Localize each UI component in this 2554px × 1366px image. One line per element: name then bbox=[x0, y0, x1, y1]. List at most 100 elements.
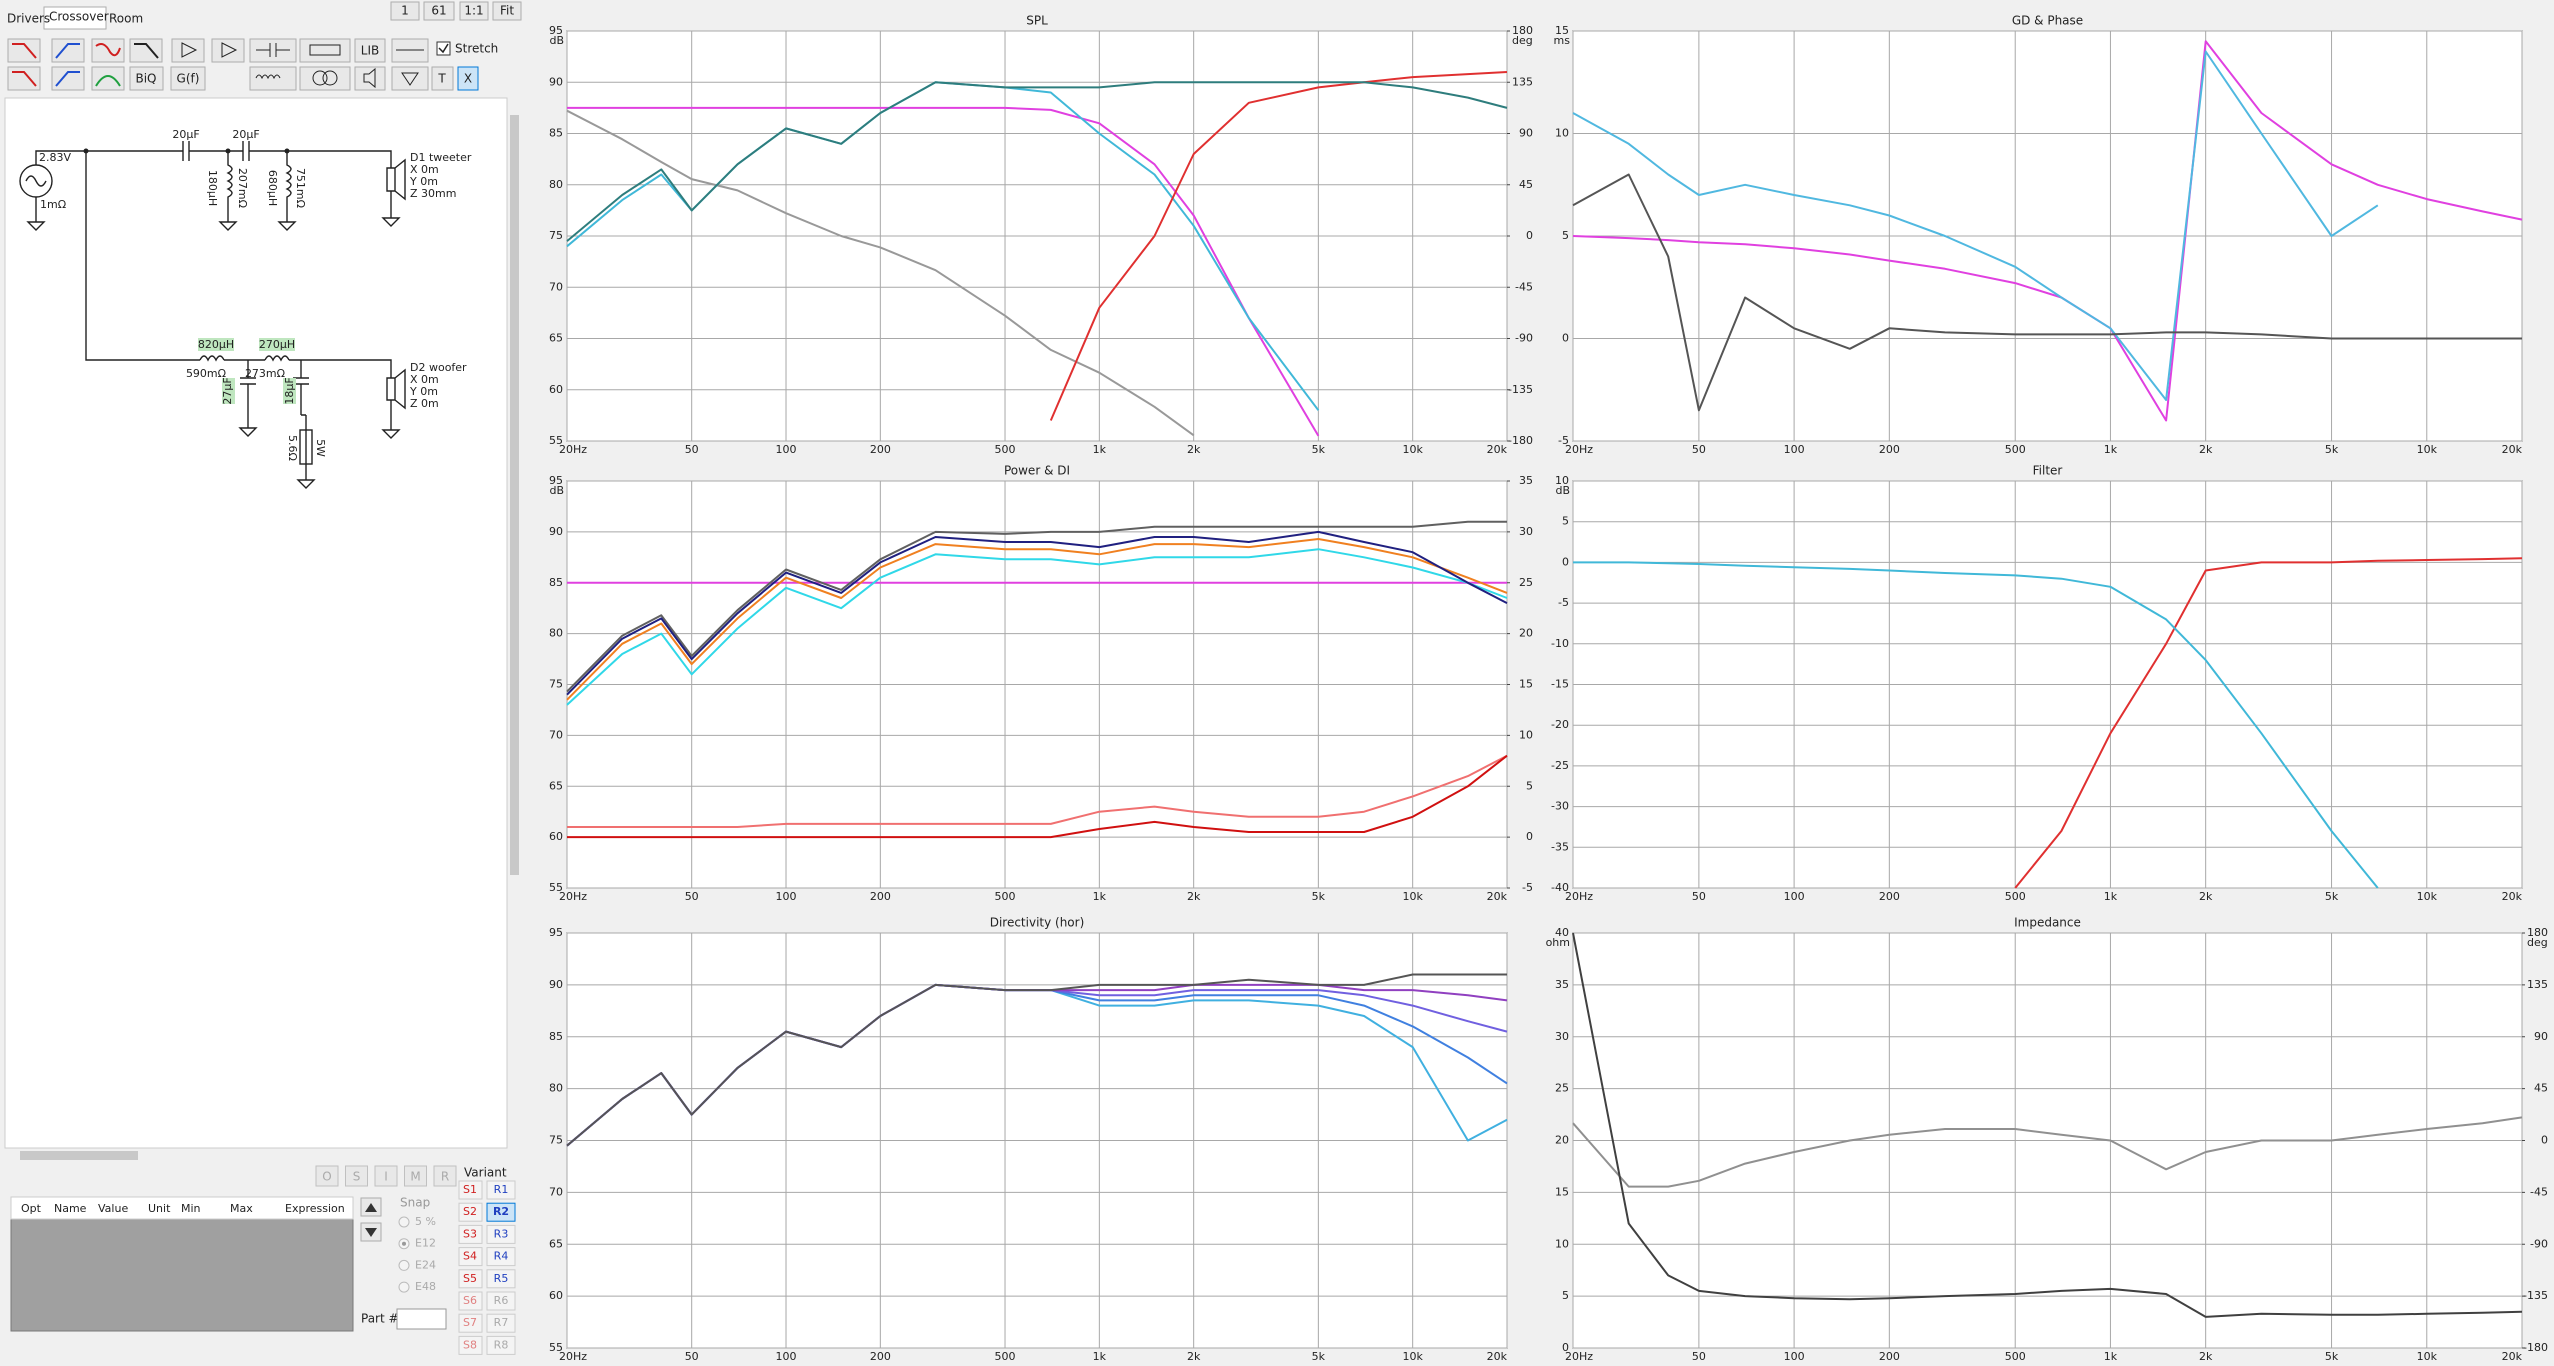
x-tick-label: 500 bbox=[2005, 890, 2026, 903]
tool[interactable] bbox=[299, 66, 351, 91]
radio-label: E12 bbox=[415, 1237, 436, 1250]
x-tick-label: 2k bbox=[1187, 1350, 1201, 1363]
button[interactable] bbox=[315, 1165, 339, 1187]
button-label: 1:1 bbox=[464, 4, 483, 18]
curve bbox=[2014, 557, 2523, 889]
curve bbox=[1049, 71, 1508, 421]
y2-tick-label: 90 bbox=[1519, 127, 1533, 140]
radio[interactable] bbox=[398, 1281, 410, 1293]
x-tick-label: 20k bbox=[2502, 1350, 2523, 1363]
tool[interactable] bbox=[354, 66, 386, 91]
button-label: 61 bbox=[431, 4, 446, 18]
x-tick-label: 10k bbox=[2417, 443, 2438, 456]
x-tick-label: 2k bbox=[1187, 443, 1201, 456]
y-tick-label: 90 bbox=[549, 525, 563, 538]
x-tick-label: 1k bbox=[2104, 890, 2118, 903]
x-tick-label: 50 bbox=[1692, 1350, 1706, 1363]
button-label: X bbox=[464, 72, 472, 86]
x-tick-label: 200 bbox=[870, 443, 891, 456]
input[interactable] bbox=[396, 1308, 447, 1330]
button[interactable] bbox=[486, 1313, 516, 1333]
radio[interactable] bbox=[398, 1259, 410, 1271]
button[interactable] bbox=[374, 1165, 398, 1187]
tab[interactable]: Room bbox=[109, 12, 143, 26]
y-tick-label: -25 bbox=[1551, 759, 1569, 772]
button[interactable] bbox=[458, 1180, 483, 1200]
label: Y 0m bbox=[409, 175, 438, 188]
button[interactable] bbox=[486, 1335, 516, 1355]
curve bbox=[566, 538, 1508, 701]
snap-options: 5 % E12 E24 E48 bbox=[398, 1215, 436, 1293]
tool[interactable] bbox=[171, 38, 205, 63]
button[interactable] bbox=[390, 1, 420, 21]
button[interactable] bbox=[345, 1165, 368, 1187]
button[interactable] bbox=[458, 1224, 483, 1244]
button[interactable] bbox=[433, 1165, 457, 1187]
y-tick-label: 30 bbox=[1555, 1030, 1569, 1043]
y2-tick-label: 135 bbox=[2527, 978, 2548, 991]
button[interactable] bbox=[486, 1247, 516, 1267]
y2-tick-label: -5 bbox=[1522, 881, 1533, 894]
y-tick-label: 55 bbox=[549, 434, 563, 447]
button[interactable] bbox=[458, 1335, 483, 1355]
tool[interactable] bbox=[249, 66, 297, 91]
tool[interactable] bbox=[431, 66, 454, 91]
table-header: Opt Name Value Unit Min Max Expression bbox=[21, 1202, 345, 1215]
x-tick-label: 500 bbox=[995, 443, 1016, 456]
y-tick-label: 0 bbox=[1562, 332, 1569, 345]
radio[interactable] bbox=[398, 1216, 410, 1228]
tool[interactable] bbox=[211, 38, 245, 63]
y-tick-label: 90 bbox=[549, 978, 563, 991]
y-tick-label: 80 bbox=[549, 1082, 563, 1095]
y-tick-label: 0 bbox=[1562, 1341, 1569, 1354]
tool[interactable] bbox=[391, 66, 429, 91]
x-tick-label: 500 bbox=[995, 890, 1016, 903]
tab[interactable]: Drivers bbox=[7, 12, 50, 26]
y-tick-label: 15 bbox=[1555, 1185, 1569, 1198]
button[interactable] bbox=[404, 1165, 427, 1187]
button[interactable] bbox=[458, 1247, 483, 1267]
button[interactable] bbox=[458, 1313, 483, 1333]
button[interactable] bbox=[458, 1269, 483, 1289]
y2-tick-label: -90 bbox=[2530, 1237, 2548, 1250]
variant-buttons: S1 R1 S2 R2 S3 R3 S4 R4 S5 R5 S6 R6 S7 R7 S8 R8 bbox=[458, 1180, 516, 1355]
x-tick-label: 50 bbox=[1692, 890, 1706, 903]
x-tick-label: 50 bbox=[685, 890, 699, 903]
tool[interactable] bbox=[354, 38, 386, 63]
y-unit: ohm bbox=[1546, 936, 1570, 949]
button-label: S6 bbox=[463, 1294, 477, 1307]
x-tick-label: 2k bbox=[1187, 890, 1201, 903]
tool[interactable] bbox=[91, 66, 125, 91]
tool[interactable] bbox=[299, 38, 351, 63]
button-label: R2 bbox=[493, 1205, 509, 1218]
button[interactable] bbox=[423, 1, 455, 21]
curve bbox=[566, 973, 1507, 1147]
label: X 0m bbox=[410, 163, 439, 176]
button[interactable] bbox=[492, 1, 522, 21]
y2-tick-label: -90 bbox=[1515, 332, 1533, 345]
button[interactable] bbox=[486, 1202, 516, 1222]
button[interactable] bbox=[458, 1202, 483, 1222]
button[interactable] bbox=[458, 1291, 483, 1311]
button-label: R bbox=[441, 1170, 449, 1184]
button[interactable] bbox=[459, 1, 489, 21]
button[interactable] bbox=[486, 1291, 516, 1311]
y2-tick-label: 15 bbox=[1519, 678, 1533, 691]
y-tick-label: -40 bbox=[1551, 881, 1569, 894]
tab[interactable]: Crossover bbox=[49, 10, 109, 24]
y-tick-label: 65 bbox=[549, 779, 563, 792]
tool[interactable] bbox=[249, 38, 297, 63]
button[interactable] bbox=[486, 1180, 516, 1200]
label: Part # bbox=[361, 1312, 399, 1326]
column-header: Opt bbox=[21, 1202, 42, 1215]
button[interactable] bbox=[486, 1224, 516, 1244]
tool[interactable] bbox=[129, 66, 164, 91]
y-tick-label: 55 bbox=[549, 1341, 563, 1354]
tool[interactable] bbox=[170, 66, 206, 91]
button-label: R1 bbox=[494, 1183, 509, 1196]
button[interactable] bbox=[486, 1269, 516, 1289]
y-tick-label: -20 bbox=[1551, 718, 1569, 731]
y-tick-label: 0 bbox=[1562, 555, 1569, 568]
tool[interactable] bbox=[457, 66, 479, 91]
